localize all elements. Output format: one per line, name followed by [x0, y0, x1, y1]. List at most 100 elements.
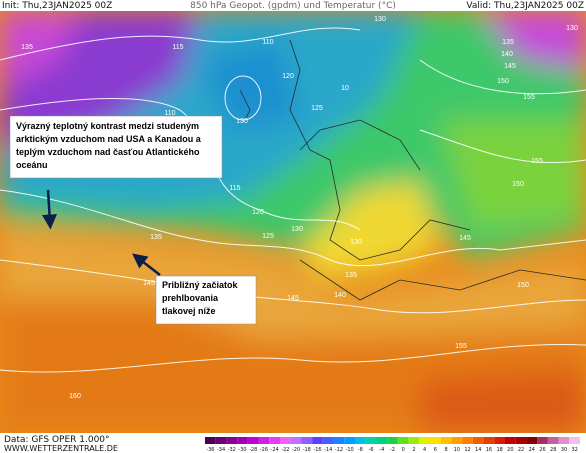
contour-label: 130 — [566, 25, 578, 32]
colorbar-label: -24 — [271, 447, 279, 453]
colorbar-swatch — [355, 437, 366, 444]
colorbar-label: -14 — [324, 447, 332, 453]
colorbar-label: 10 — [454, 447, 460, 453]
colorbar-swatch — [472, 437, 484, 444]
colorbar-label: -34 — [217, 447, 225, 453]
colorbar-label: -16 — [313, 447, 321, 453]
annotation-line: prehlbovania — [162, 293, 219, 303]
colorbar-label: -12 — [335, 447, 343, 453]
init-time: Init: Thu,23JAN2025 00Z — [2, 1, 112, 11]
colorbar-label: -22 — [281, 447, 289, 453]
arrow — [132, 253, 161, 276]
colorbar-swatch — [226, 437, 238, 444]
contour-label: 145 — [143, 280, 155, 287]
colorbar-swatch — [312, 437, 323, 444]
temperature-field — [0, 10, 586, 433]
contour-label: 150 — [517, 282, 529, 289]
colorbar-swatch — [397, 437, 409, 444]
colorbar-swatch — [333, 437, 345, 444]
contour-label: 115 — [229, 185, 240, 192]
colorbar-label: -6 — [369, 447, 374, 453]
colorbar-swatch — [205, 437, 216, 444]
colorbar-swatch — [483, 437, 495, 444]
colorbar-swatch — [280, 437, 291, 444]
colorbar-swatch — [547, 437, 559, 444]
colorbar-swatch — [419, 437, 430, 444]
colorbar-label: 4 — [423, 447, 426, 453]
colorbar-label: -28 — [249, 447, 257, 453]
contour-label: 145 — [504, 63, 516, 70]
colorbar-swatch — [558, 437, 570, 444]
colorbar-label: -8 — [358, 447, 363, 453]
colorbar-label: -2 — [390, 447, 395, 453]
colorbar-label: 0 — [402, 447, 405, 453]
colorbar-swatch — [569, 437, 580, 444]
colorbar-label: -20 — [292, 447, 300, 453]
colorbar-label: -4 — [379, 447, 384, 453]
colorbar-label: -30 — [238, 447, 246, 453]
colorbar-swatch — [462, 437, 473, 444]
colorbar-label: -32 — [228, 447, 236, 453]
colorbar-swatch — [237, 437, 248, 444]
colorbar-label: -18 — [303, 447, 311, 453]
contour-label: 155 — [531, 158, 543, 165]
colorbar-label: 24 — [529, 447, 535, 453]
colorbar-swatch — [215, 437, 227, 444]
annotation-line: Približný začiatok — [162, 280, 239, 290]
colorbar-swatch — [515, 437, 527, 444]
contour-label: 135 — [21, 44, 33, 51]
colorbar-label: 32 — [571, 447, 577, 453]
contour-label: 130 — [350, 239, 362, 246]
colorbar-swatch — [376, 437, 388, 444]
annotation-line: arktickým vzduchom nad USA a Kanadou a — [16, 134, 202, 144]
annotation-line: oceánu — [16, 160, 48, 170]
colorbar-label: 30 — [561, 447, 567, 453]
colorbar-swatch — [440, 437, 452, 444]
colorbar-swatch — [322, 437, 334, 444]
contour-label: 110 — [164, 110, 175, 117]
colorbar-swatch — [247, 437, 259, 444]
colorbar-swatch — [430, 437, 441, 444]
annotation-line: tlakovej níže — [162, 306, 216, 316]
map-title: 850 hPa Geopot. (gpdm) und Temperatur (°… — [190, 1, 396, 11]
contour-label: 145 — [287, 295, 299, 302]
colorbar: -36 -34 -32 -30 -28 -26 -24 -22 -20 -18 -16 -14 -12-… — [205, 437, 580, 453]
annotation-line: Výrazný teplotný kontrast medzi studeným — [16, 121, 199, 131]
colorbar-label: 16 — [486, 447, 492, 453]
arrow — [42, 189, 58, 230]
website: WWW.WETTERZENTRALE.DE — [4, 444, 118, 453]
colorbar-swatch — [290, 437, 302, 444]
colorbar-swatch — [408, 437, 420, 444]
contour-label: 130 — [236, 118, 248, 125]
colorbar-label: 6 — [434, 447, 437, 453]
colorbar-swatch — [301, 437, 313, 444]
colorbar-swatch — [365, 437, 377, 444]
colorbar-label: -26 — [260, 447, 268, 453]
contour-label: 140 — [501, 51, 513, 58]
annotation-box: Približný začiatok prehlbovania tlakovej n… — [155, 275, 257, 325]
contour-label: 130 — [374, 16, 386, 23]
contour-label: 135 — [345, 272, 357, 279]
colorbar-label: 20 — [507, 447, 513, 453]
colorbar-swatch — [269, 437, 280, 444]
colorbar-label: 12 — [464, 447, 470, 453]
colorbar-swatch — [451, 437, 463, 444]
contour-labels: 135 115 110 120 130 125 110 115 120 125 130 130 135 1… — [21, 16, 578, 400]
contour-label: 150 — [497, 78, 509, 85]
contour-label: 135 — [502, 39, 514, 46]
header-bar — [0, 0, 586, 11]
contour-label: 150 — [512, 181, 524, 188]
contour-label: 145 — [459, 235, 471, 242]
valid-time: Valid: Thu,23JAN2025 00Z — [466, 1, 584, 11]
annotation-line: teplým vzduchom nad časťou Atlantického — [16, 147, 200, 157]
colorbar-label: 28 — [550, 447, 556, 453]
colorbar-label: -36 — [206, 447, 214, 453]
colorbar-label: 8 — [444, 447, 447, 453]
colorbar-swatch — [537, 437, 548, 444]
data-source: Data: GFS OPER 1.000° — [4, 435, 110, 445]
contour-label: 125 — [262, 233, 274, 240]
colorbar-label: 2 — [412, 447, 415, 453]
colorbar-label: 22 — [518, 447, 524, 453]
contour-label: 130 — [291, 226, 303, 233]
